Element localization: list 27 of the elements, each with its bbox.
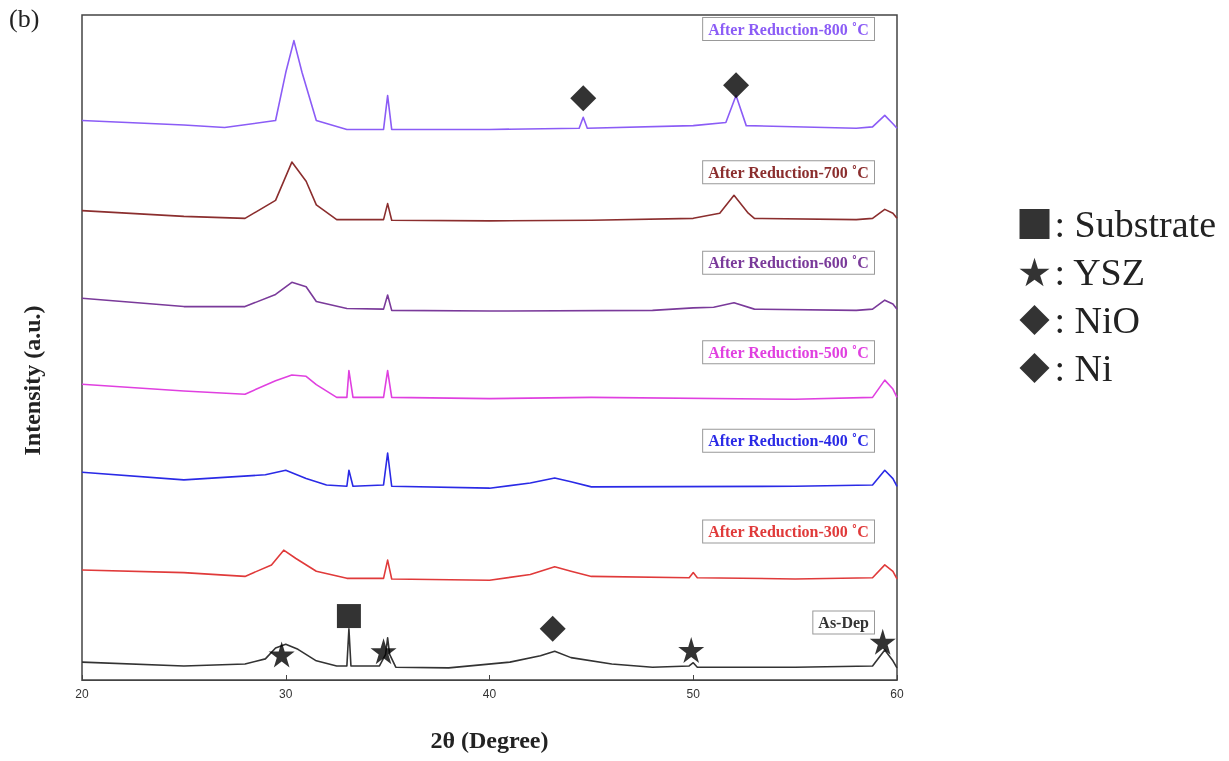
series-label: After Reduction-500 ˚C xyxy=(708,343,869,361)
x-tick-label: 60 xyxy=(890,687,904,701)
y-axis-title: Intensity (a.u.) xyxy=(19,305,45,456)
x-tick-label: 40 xyxy=(482,687,497,701)
point xyxy=(869,628,896,655)
series-label: As-Dep xyxy=(818,613,870,632)
point xyxy=(539,615,566,642)
legend-label: : Substrate xyxy=(1054,203,1216,245)
point xyxy=(268,641,295,668)
legend-label: : YSZ xyxy=(1054,251,1145,293)
series-label: After Reduction-300 ˚C xyxy=(708,523,869,541)
text: After Reduction-800 ˚C xyxy=(708,20,869,38)
legend-label: : NiO xyxy=(1054,299,1141,341)
point xyxy=(678,636,705,663)
x-axis-title: 2θ (Degree) xyxy=(430,727,549,753)
x-tick-label: 50 xyxy=(686,687,701,701)
chart-title: (b) xyxy=(9,3,40,33)
point xyxy=(570,85,597,112)
point xyxy=(723,72,750,99)
text: After Reduction-600 ˚C xyxy=(708,254,869,272)
x-tick-label: 20 xyxy=(75,687,89,701)
point xyxy=(336,604,361,629)
x-tick-label: 30 xyxy=(279,687,293,701)
point xyxy=(370,638,397,665)
series-label: After Reduction-400 ˚C xyxy=(708,432,869,450)
legend-label: : Ni xyxy=(1054,347,1113,389)
series-label: After Reduction-700 ˚C xyxy=(708,163,869,181)
